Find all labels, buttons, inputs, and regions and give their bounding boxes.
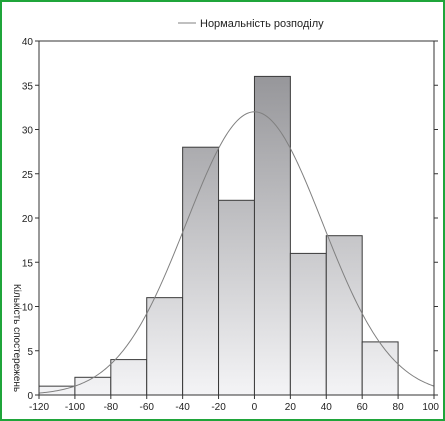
x-tick-label: 100	[422, 402, 439, 413]
x-tick-label: -80	[104, 402, 119, 413]
x-tick-label: 40	[321, 402, 333, 413]
y-tick-label: 40	[22, 37, 34, 48]
x-tick-label: -60	[140, 402, 155, 413]
x-tick-label: 80	[393, 402, 405, 413]
histogram-bar	[146, 297, 184, 396]
histogram-bar	[74, 376, 112, 396]
x-tick-label: -120	[29, 402, 49, 413]
x-tick-label: -100	[65, 402, 85, 413]
histogram-bar	[218, 199, 255, 396]
x-tick-label: -20	[211, 402, 226, 413]
histogram-bar	[325, 235, 363, 396]
x-tick-label: -40	[175, 402, 190, 413]
histogram-bar	[253, 75, 291, 396]
x-tick-label: 0	[252, 402, 258, 413]
y-tick-label: 20	[22, 214, 34, 225]
x-axis: -120 -100 -80 -60 -40 -20 0 20 40 60 80 100	[29, 395, 439, 413]
x-tick-label: 60	[357, 402, 369, 413]
y-tick-label: 10	[22, 303, 34, 314]
y-tick-label: 5	[27, 347, 33, 358]
x-tick-label: 20	[285, 402, 297, 413]
y-tick-label: 0	[27, 391, 33, 402]
normal-curve	[38, 111, 435, 394]
y-tick-label: 15	[22, 258, 34, 269]
chart-legend: Нормальність розподілу	[178, 18, 324, 30]
histogram-bar	[182, 146, 220, 396]
y-axis: 0 5 10 15 20 25 30 35 40	[22, 37, 438, 402]
bars-layer	[38, 75, 399, 396]
y-tick-label: 35	[22, 81, 34, 92]
histogram-bar	[289, 252, 327, 396]
y-tick-label: 25	[22, 170, 34, 181]
y-tick-label: 30	[22, 126, 34, 137]
y-axis-label: Кількість спостережень	[11, 284, 22, 392]
histogram-bar	[110, 359, 148, 396]
legend-label: Нормальність розподілу	[200, 18, 324, 30]
histogram-bar	[361, 341, 399, 396]
